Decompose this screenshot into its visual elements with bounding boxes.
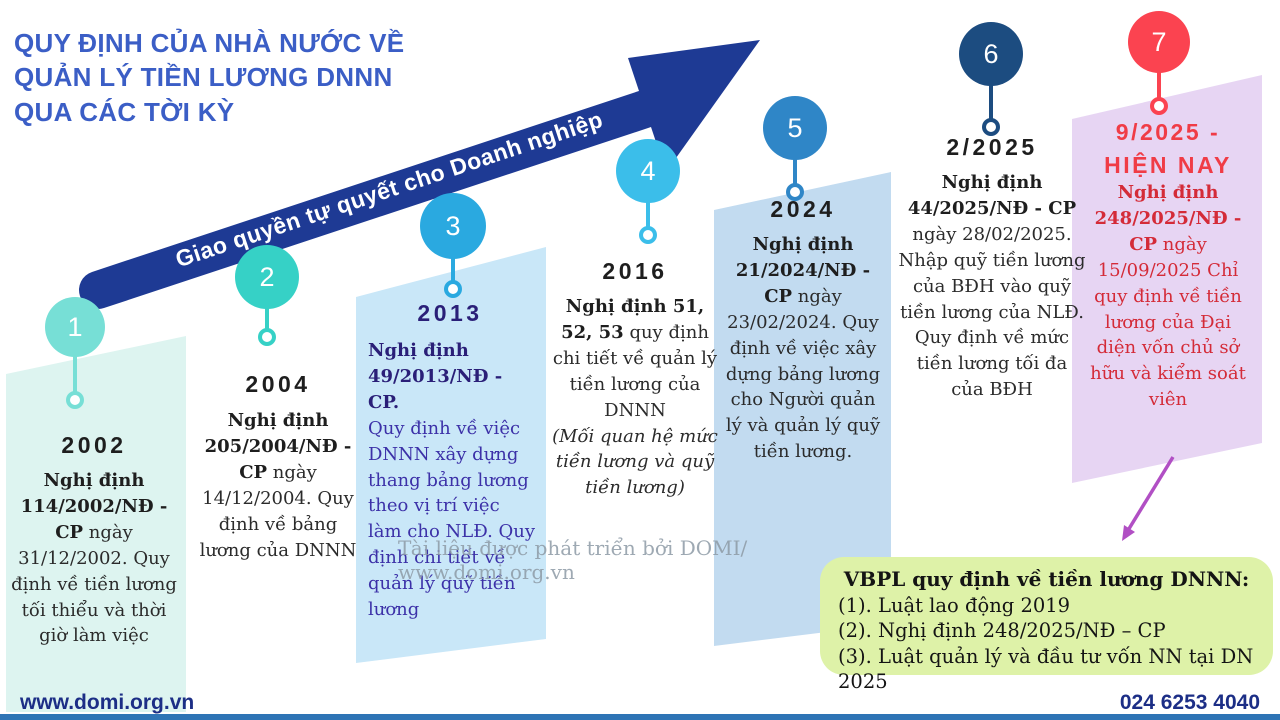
- vbpl-item: (3). Luật quản lý và đầu tư vốn NN tại D…: [838, 644, 1254, 694]
- entry-description: ngày 28/02/2025. Nhập quỹ tiền lương của…: [898, 223, 1086, 401]
- step-number: 1: [67, 311, 83, 342]
- step-number: 5: [787, 112, 803, 143]
- footer-phone: 024 6253 4040: [1119, 691, 1260, 714]
- entry-year-2013: 2013: [417, 300, 483, 326]
- step-number: 3: [445, 210, 461, 241]
- connector-dot: [639, 226, 657, 244]
- step-circle-2: 2: [235, 245, 299, 309]
- connector-line: [451, 257, 455, 283]
- entry-decree: Nghị định 51, 52, 53: [561, 296, 705, 343]
- entry-year-2002: 2002: [61, 432, 127, 458]
- connector-line: [646, 201, 650, 229]
- entry-year-2-2025: 2/2025: [946, 134, 1038, 160]
- connector-dot: [982, 118, 1000, 136]
- connector-dot: [66, 391, 84, 409]
- connector-dot: [444, 280, 462, 298]
- entry-note: (Mối quan hệ mức tiền lương và quỹ tiền …: [552, 425, 718, 499]
- entry-description: quy định chi tiết về quản lý tiền lương …: [552, 321, 718, 421]
- step-circle-3: 3: [420, 193, 486, 259]
- entry-text-2004: Nghị định 205/2004/NĐ - CP ngày 14/12/20…: [194, 408, 362, 563]
- entry-description: ngày 23/02/2024. Quy định về việc xây dự…: [725, 285, 881, 463]
- footer-bar: [0, 714, 1280, 720]
- entry-panel-2025: [1072, 75, 1262, 483]
- vbpl-item: (1). Luật lao động 2019: [838, 594, 1071, 617]
- entry-text-2016: Nghị định 51, 52, 53 quy định chi tiết v…: [550, 294, 720, 501]
- entry-description: ngày 14/12/2004. Quy định về bảng lương …: [199, 461, 357, 561]
- entry-year-9-2025: 9/2025 - HIỆN NAY: [1104, 119, 1232, 179]
- connector-line: [1157, 71, 1161, 100]
- entry-decree: Nghị định 248/2025/NĐ - CP: [1094, 182, 1242, 255]
- entry-text-2-2025: Nghị định 44/2025/NĐ - CP ngày 28/02/202…: [898, 170, 1086, 403]
- entry-decree: Nghị định 49/2013/NĐ - CP.: [368, 340, 503, 413]
- connector-dot: [786, 183, 804, 201]
- entry-description: ngày 15/09/2025 Chỉ quy định về tiền lươ…: [1090, 233, 1246, 411]
- connector-line: [793, 158, 797, 186]
- entry-text-9-2025: Nghị định 248/2025/NĐ - CP ngày 15/09/20…: [1084, 180, 1252, 413]
- step-number: 4: [640, 155, 656, 186]
- vbpl-item: (2). Nghị định 248/2025/NĐ – CP: [838, 619, 1166, 643]
- step-circle-1: 1: [45, 297, 105, 357]
- step-number: 2: [259, 261, 275, 292]
- entry-year-2004: 2004: [245, 371, 311, 397]
- connector-line: [73, 355, 77, 393]
- entry-text-2002: Nghị định 114/2002/NĐ - CP ngày 31/12/20…: [8, 468, 180, 649]
- step-number: 7: [1151, 26, 1167, 57]
- entry-decree: Nghị định 114/2002/NĐ - CP: [20, 470, 168, 543]
- entry-panel-2002: [6, 336, 186, 712]
- step-circle-5: 5: [763, 96, 827, 160]
- pointer-arrow-head-icon: [1122, 525, 1135, 541]
- entry-text-2024: Nghị định 21/2024/NĐ - CP ngày 23/02/202…: [722, 232, 884, 465]
- vbpl-title: VBPL quy định về tiền lương DNNN:: [843, 567, 1250, 591]
- entry-description: Quy định về việc DNNN xây dựng thang bản…: [368, 417, 536, 621]
- footer-website: www.domi.org.vn: [20, 691, 195, 714]
- step-circle-4: 4: [616, 139, 680, 203]
- entry-year-2024: 2024: [770, 196, 836, 222]
- entry-year-2016: 2016: [602, 258, 668, 284]
- connector-dot: [1150, 97, 1168, 115]
- connector-line: [265, 307, 269, 331]
- entry-panel-2013: [356, 247, 546, 663]
- step-circle-6: 6: [959, 22, 1023, 86]
- entry-text-2013: Nghị định 49/2013/NĐ - CP. Quy định về vi…: [368, 338, 536, 623]
- step-number: 6: [983, 38, 999, 69]
- entry-decree: Nghị định 205/2004/NĐ - CP: [204, 410, 352, 483]
- page-title: QUY ĐỊNH CỦA NHÀ NƯỚC VỀ QUẢN LÝ TIỀN LƯ…: [14, 28, 405, 127]
- entry-description: ngày 31/12/2002. Quy định về tiền lương …: [11, 521, 177, 647]
- entry-decree: Nghị định 21/2024/NĐ - CP: [735, 234, 871, 307]
- connector-dot: [258, 328, 276, 346]
- connector-line: [989, 84, 993, 120]
- watermark: Tài liệu được phát triển bởi DOMI/ www.d…: [398, 536, 748, 584]
- vbpl-box: VBPL quy định về tiền lương DNNN: (1). L…: [820, 557, 1273, 693]
- entry-decree: Nghị định 44/2025/NĐ - CP: [907, 172, 1077, 219]
- step-circle-7: 7: [1128, 11, 1190, 73]
